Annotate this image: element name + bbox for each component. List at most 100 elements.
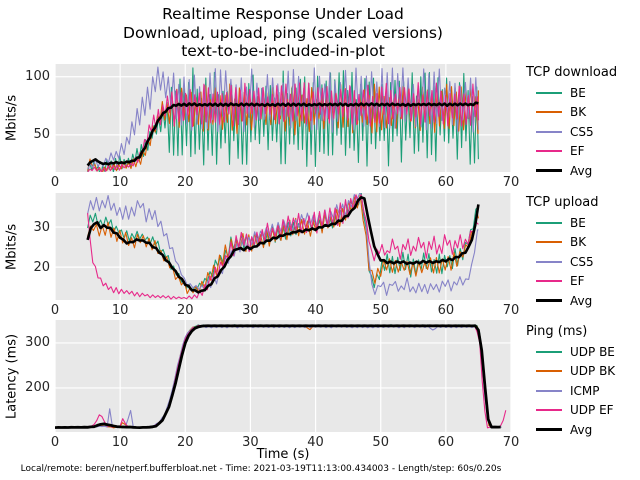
legend-item-label: Avg: [570, 163, 593, 178]
legend-item-label: BE: [570, 215, 586, 230]
x-tick-label: 70: [502, 175, 520, 190]
legend-item-label: CS5: [570, 254, 594, 269]
x-tick-label: 50: [372, 175, 389, 190]
legend-swatch: [536, 260, 562, 263]
legend-title: Ping (ms): [526, 324, 588, 339]
legend-item-label: CS5: [570, 124, 594, 139]
legend-item: UDP EF: [521, 401, 640, 421]
legend-item-label: ICMP: [570, 383, 600, 398]
plot-title-line-1: Realtime Response Under Load: [162, 5, 404, 23]
series-line-udp-ef: [55, 324, 507, 429]
legend-item: Avg: [521, 420, 640, 440]
x-tick-label: 10: [111, 435, 129, 450]
plot-title: Realtime Response Under Load Download, u…: [35, 5, 531, 61]
legend-item: BE: [521, 83, 640, 103]
x-tick-label: 0: [50, 175, 60, 190]
legend-swatch: [536, 428, 562, 432]
x-tick-label: 30: [242, 303, 259, 318]
y-tick-label: 30: [33, 219, 50, 235]
legend-swatch: [536, 370, 562, 373]
legend-item-label: Avg: [570, 422, 593, 437]
x-tick-label: 40: [307, 303, 324, 318]
series-line-udp-bk: [55, 324, 502, 429]
legend-item: ICMP: [521, 381, 640, 401]
legend-item: Avg: [521, 291, 640, 311]
legend-item-label: BK: [570, 105, 587, 120]
series-line-ef: [87, 82, 479, 172]
series-line-ef: [87, 194, 479, 300]
plot-area-ping: [55, 320, 511, 432]
x-tick-label: 60: [437, 435, 455, 450]
series-line-cs5: [87, 66, 479, 170]
legend-swatch: [536, 350, 562, 353]
legend-item-label: EF: [570, 144, 585, 159]
legend-item-label: BK: [570, 235, 587, 250]
legend-item: EF: [521, 272, 640, 292]
x-tick-label: 50: [372, 303, 389, 318]
series-line-avg: [86, 101, 479, 167]
legend-swatch: [536, 299, 562, 303]
x-tick-label: 10: [111, 303, 129, 318]
x-tick-label: 0: [50, 435, 60, 450]
x-tick-label: 70: [502, 435, 520, 450]
legend-tcp-download: TCP download BE BK CS5 EF Avg: [521, 63, 640, 181]
y-tick-label: 20: [33, 259, 50, 275]
legend-item: BE: [521, 213, 640, 233]
legend-item-label: UDP BE: [570, 344, 615, 359]
legend-title: TCP upload: [526, 195, 599, 210]
y-tick-label: 200: [25, 380, 50, 396]
legend-swatch: [536, 389, 562, 392]
x-tick-label: 20: [177, 303, 194, 318]
x-tick-label: 20: [177, 435, 194, 450]
series-line-avg: [55, 324, 501, 429]
plot-area-tcp-download: [55, 64, 511, 172]
legend-item: BK: [521, 103, 640, 123]
legend-item: EF: [521, 142, 640, 162]
legend-item-label: Avg: [570, 293, 593, 308]
legend-item-label: BE: [570, 85, 586, 100]
x-axis-label: Time (s): [256, 447, 310, 462]
legend-swatch: [536, 91, 562, 94]
legend-item: UDP BE: [521, 342, 640, 362]
legend-item: BK: [521, 233, 640, 253]
series-line-icmp: [55, 325, 502, 429]
y-tick-label: 50: [33, 127, 50, 143]
legend-item-label: UDP EF: [570, 403, 614, 418]
x-tick-label: 40: [307, 435, 324, 450]
x-tick-label: 30: [242, 435, 259, 450]
legend-swatch: [536, 111, 562, 114]
legend-swatch: [536, 221, 562, 224]
legend-item: Avg: [521, 161, 640, 181]
x-tick-label: 30: [242, 175, 259, 190]
legend-swatch: [536, 409, 562, 412]
legend-tcp-upload: TCP upload BE BK CS5 EF Avg: [521, 193, 640, 311]
y-axis-label-upload: Mbits/s: [4, 223, 20, 270]
legend-item-label: UDP BK: [570, 364, 616, 379]
legend-swatch: [536, 241, 562, 244]
series-line-cs5: [87, 193, 479, 296]
legend-ping: Ping (ms) UDP BE UDP BK ICMP UDP EF Avg: [521, 322, 640, 440]
x-tick-label: 50: [372, 435, 389, 450]
x-tick-label: 60: [437, 303, 455, 318]
legend-item-label: EF: [570, 274, 585, 289]
series-line-udp-be: [55, 324, 502, 429]
footer-info: Local/remote: beren/netperf.bufferbloat.…: [20, 464, 502, 474]
y-tick-label: 300: [25, 335, 50, 351]
legend-item: UDP BK: [521, 362, 640, 382]
legend-swatch: [536, 169, 562, 173]
plot-area-tcp-upload: [55, 193, 511, 300]
x-tick-label: 20: [177, 175, 194, 190]
legend-item: CS5: [521, 122, 640, 142]
x-tick-label: 70: [502, 303, 520, 318]
x-tick-label: 60: [437, 175, 455, 190]
x-tick-label: 0: [50, 303, 60, 318]
legend-swatch: [536, 130, 562, 133]
legend-swatch: [536, 280, 562, 283]
x-tick-label: 40: [307, 175, 324, 190]
plot-title-line-3: text-to-be-included-in-plot: [181, 42, 385, 60]
x-tick-label: 10: [111, 175, 129, 190]
y-tick-label: 100: [25, 69, 50, 85]
plot-title-line-2: Download, upload, ping (scaled versions): [123, 23, 443, 42]
series-line-avg: [86, 196, 480, 294]
